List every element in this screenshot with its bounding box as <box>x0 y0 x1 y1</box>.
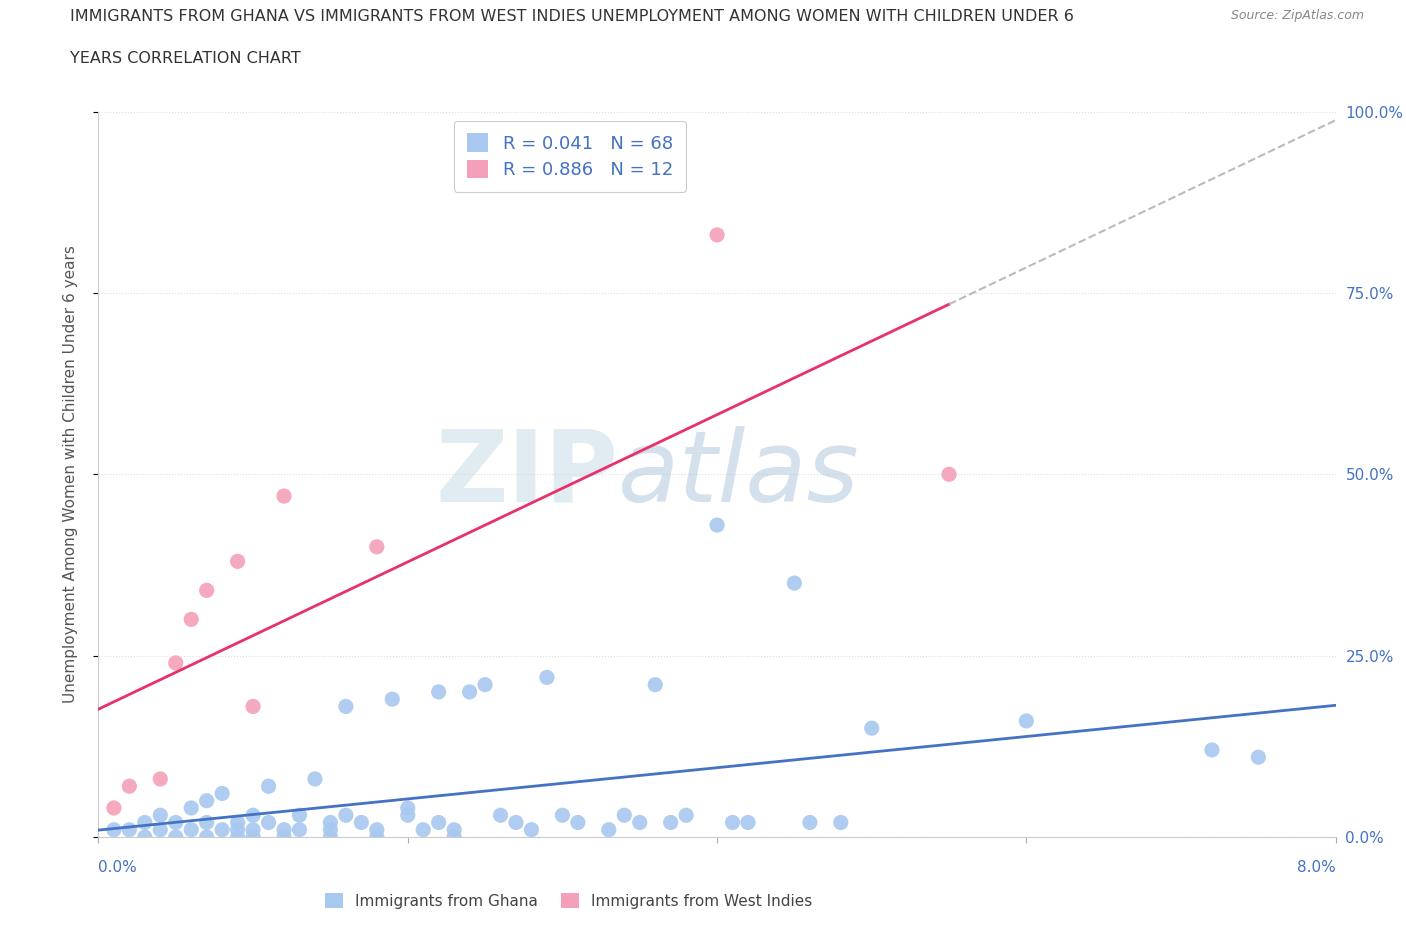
Point <box>427 684 450 699</box>
Point <box>598 822 620 837</box>
Point <box>195 583 218 598</box>
Point <box>149 822 172 837</box>
Point <box>319 830 342 844</box>
Text: 0.0%: 0.0% <box>98 860 138 875</box>
Point <box>273 488 295 503</box>
Point <box>551 808 574 823</box>
Point <box>396 808 419 823</box>
Point <box>613 808 636 823</box>
Point <box>195 815 218 830</box>
Point <box>273 830 295 844</box>
Point <box>366 822 388 837</box>
Point <box>242 822 264 837</box>
Point <box>165 830 187 844</box>
Point <box>938 467 960 482</box>
Point <box>721 815 744 830</box>
Point <box>644 677 666 692</box>
Point <box>1247 750 1270 764</box>
Point <box>427 815 450 830</box>
Point <box>195 830 218 844</box>
Point <box>706 228 728 243</box>
Point <box>628 815 651 830</box>
Point <box>335 808 357 823</box>
Point <box>103 801 125 816</box>
Point <box>180 612 202 627</box>
Point <box>366 830 388 844</box>
Point <box>335 699 357 714</box>
Point <box>304 772 326 787</box>
Point <box>443 830 465 844</box>
Y-axis label: Unemployment Among Women with Children Under 6 years: Unemployment Among Women with Children U… <box>63 246 77 703</box>
Legend: Immigrants from Ghana, Immigrants from West Indies: Immigrants from Ghana, Immigrants from W… <box>316 885 820 916</box>
Point <box>412 822 434 837</box>
Point <box>474 677 496 692</box>
Point <box>242 808 264 823</box>
Point <box>830 815 852 830</box>
Point <box>737 815 759 830</box>
Point <box>195 793 218 808</box>
Text: ZIP: ZIP <box>436 426 619 523</box>
Point <box>118 778 141 793</box>
Point <box>520 822 543 837</box>
Point <box>257 778 280 793</box>
Point <box>288 808 311 823</box>
Point <box>211 822 233 837</box>
Point <box>211 786 233 801</box>
Point <box>226 815 249 830</box>
Point <box>149 808 172 823</box>
Point <box>489 808 512 823</box>
Point <box>257 815 280 830</box>
Point <box>567 815 589 830</box>
Point <box>288 822 311 837</box>
Point <box>860 721 883 736</box>
Point <box>366 539 388 554</box>
Point <box>350 815 373 830</box>
Point <box>242 830 264 844</box>
Point <box>659 815 682 830</box>
Point <box>458 684 481 699</box>
Point <box>319 815 342 830</box>
Point <box>319 822 342 837</box>
Point <box>226 554 249 569</box>
Point <box>799 815 821 830</box>
Point <box>396 801 419 816</box>
Point <box>1015 713 1038 728</box>
Point <box>273 822 295 837</box>
Text: IMMIGRANTS FROM GHANA VS IMMIGRANTS FROM WEST INDIES UNEMPLOYMENT AMONG WOMEN WI: IMMIGRANTS FROM GHANA VS IMMIGRANTS FROM… <box>70 9 1074 24</box>
Point <box>783 576 806 591</box>
Point <box>180 822 202 837</box>
Text: Source: ZipAtlas.com: Source: ZipAtlas.com <box>1230 9 1364 22</box>
Point <box>118 822 141 837</box>
Point <box>1201 742 1223 757</box>
Point <box>180 801 202 816</box>
Point <box>165 656 187 671</box>
Point <box>505 815 527 830</box>
Point <box>226 830 249 844</box>
Point <box>134 830 156 844</box>
Text: YEARS CORRELATION CHART: YEARS CORRELATION CHART <box>70 51 301 66</box>
Point <box>149 772 172 787</box>
Point <box>103 822 125 837</box>
Point <box>165 815 187 830</box>
Point <box>242 699 264 714</box>
Point <box>443 822 465 837</box>
Point <box>706 518 728 533</box>
Text: 8.0%: 8.0% <box>1296 860 1336 875</box>
Point <box>536 670 558 684</box>
Point <box>226 822 249 837</box>
Point <box>381 692 404 707</box>
Point <box>675 808 697 823</box>
Text: atlas: atlas <box>619 426 859 523</box>
Point <box>134 815 156 830</box>
